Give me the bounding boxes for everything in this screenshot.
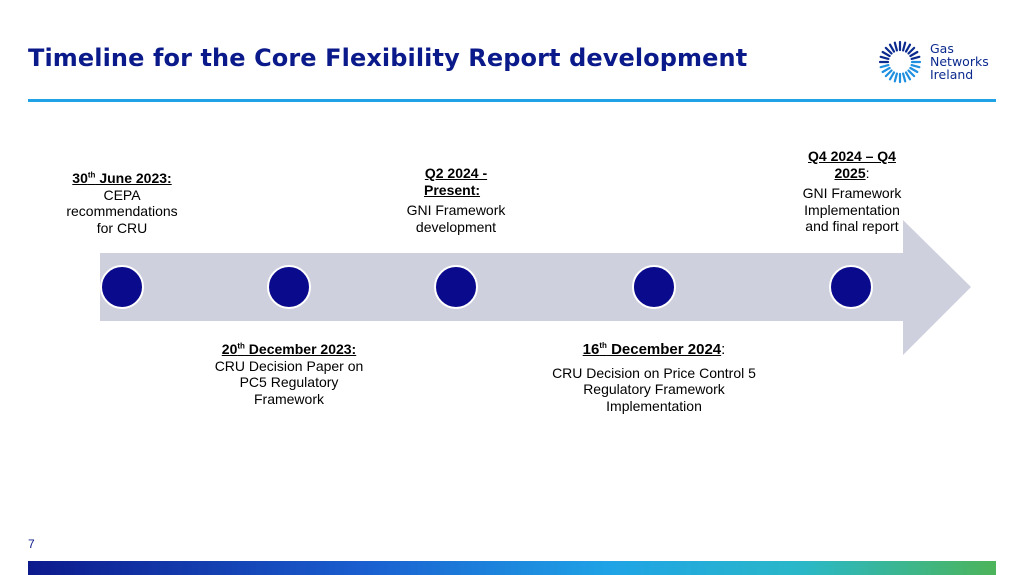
event-date: 20th December 2023: [221, 341, 357, 357]
footer-gradient-bar [28, 561, 996, 575]
event-desc-line: development [415, 218, 497, 235]
event-desc-line: PC5 Regulatory [239, 374, 339, 390]
company-logo: Gas Networks Ireland [878, 40, 998, 86]
timeline-event-3: Q2 2024 - Present: GNI Framework develop… [396, 165, 516, 235]
event-date: Q2 2024 - [424, 165, 488, 181]
event-desc-line: Implementation [804, 201, 900, 218]
event-desc-line: GNI Framework [802, 185, 902, 201]
timeline-node-4 [632, 265, 676, 309]
event-desc-line: and final report [805, 218, 899, 234]
event-desc-line: Regulatory Framework [583, 381, 725, 397]
event-date: 30th June 2023: [72, 170, 172, 186]
timeline-event-4: 16th December 2024: CRU Decision on Pric… [534, 341, 774, 414]
ring-logo-icon [878, 40, 922, 84]
page-title: Timeline for the Core Flexibility Report… [28, 44, 748, 72]
event-desc-line: CEPA [103, 186, 141, 203]
timeline-node-1 [100, 265, 144, 309]
event-date: Q4 2024 – Q4 [808, 148, 896, 164]
event-desc-line: CRU Decision Paper on [214, 357, 364, 374]
event-desc-line: Framework [253, 390, 324, 407]
title-divider [28, 99, 996, 102]
logo-text: Gas Networks Ireland [930, 42, 989, 81]
timeline-node-2 [267, 265, 311, 309]
timeline-event-5: Q4 2024 – Q4 2025: GNI Framework Impleme… [786, 148, 918, 235]
event-date-cont: 2025: [834, 164, 870, 181]
page-number: 7 [28, 537, 35, 551]
event-date-cont: Present: [424, 181, 481, 198]
timeline-arrow-shape [100, 220, 971, 355]
timeline-event-1: 30th June 2023: CEPA recommendations for… [52, 170, 192, 236]
timeline-event-2: 20th December 2023: CRU Decision Paper o… [200, 341, 378, 407]
event-desc-line: GNI Framework [406, 202, 506, 218]
timeline-node-3 [434, 265, 478, 309]
logo-line-1: Gas [930, 41, 954, 56]
event-desc-line: CRU Decision on Price Control 5 [552, 364, 756, 381]
event-desc-line: recommendations [66, 203, 178, 219]
event-desc-line: Implementation [606, 397, 702, 414]
event-date: 16th December 2024: [582, 341, 726, 358]
logo-line-3: Ireland [930, 67, 974, 82]
logo-line-2: Networks [930, 54, 989, 69]
timeline-node-5 [829, 265, 873, 309]
event-desc-line: for CRU [96, 219, 148, 236]
